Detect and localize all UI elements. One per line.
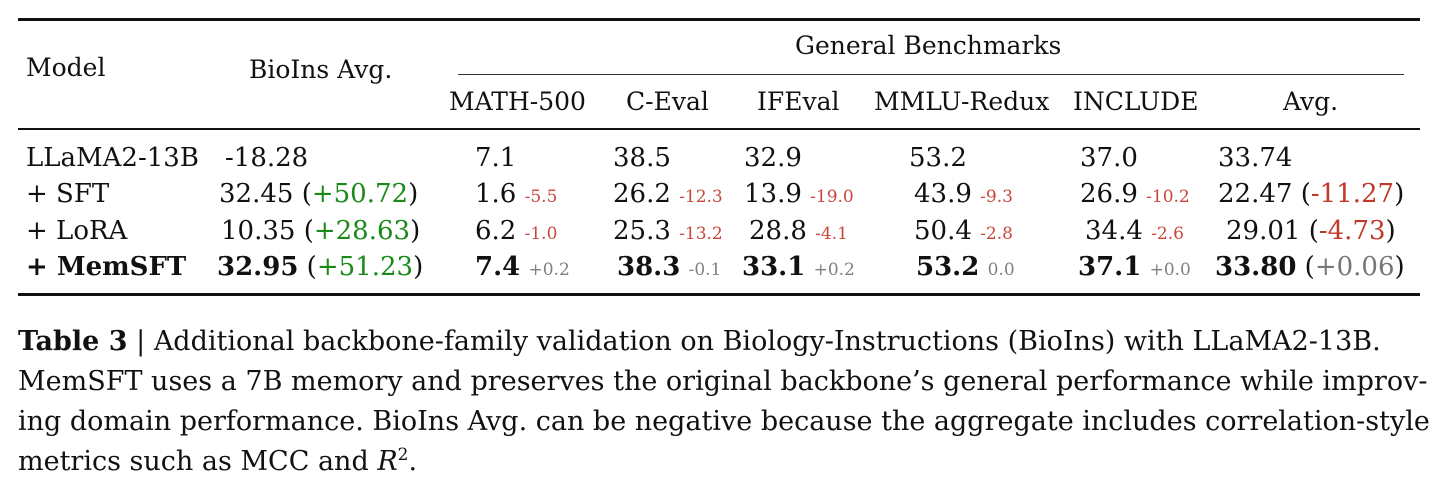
- row-avg: 22.47 (-11.27): [1218, 179, 1405, 209]
- header-model: Model: [26, 53, 106, 82]
- row-cell: 33.1 +0.2: [742, 252, 855, 282]
- row-cell: 26.9 -10.2: [1080, 179, 1190, 209]
- row-cell: 1.6 -5.5: [475, 179, 558, 209]
- header-general-benchmarks: General Benchmarks: [795, 31, 1062, 60]
- general-benchmarks-underline: [458, 74, 1404, 75]
- row-cell: 38.5: [613, 143, 671, 173]
- row-avg: 29.01 (-4.73): [1226, 216, 1396, 246]
- row-bioins: 32.95 (+51.23): [217, 252, 424, 282]
- caption-line-3: ing domain performance. BioIns Avg. can …: [18, 406, 1430, 437]
- caption-line-4: metrics such as MCC and R2.: [18, 445, 418, 477]
- table-caption: Table 3 | Additional backbone-family val…: [18, 322, 1432, 482]
- row-cell: 28.8 -4.1: [749, 216, 848, 246]
- row-model: + MemSFT: [26, 252, 187, 282]
- row-cell: 43.9 -9.3: [914, 179, 1013, 209]
- row-cell: 32.9: [744, 143, 802, 173]
- row-cell: 7.1: [475, 143, 517, 173]
- row-cell: 13.9 -19.0: [744, 179, 854, 209]
- caption-line-2: MemSFT uses a 7B memory and preserves th…: [18, 366, 1428, 397]
- header-ceval: C-Eval: [626, 87, 709, 116]
- row-model: + LoRA: [26, 216, 128, 246]
- top-rule: [18, 18, 1420, 21]
- caption-line-1: Table 3 | Additional backbone-family val…: [18, 322, 1432, 362]
- header-bioins-avg: BioIns Avg.: [249, 55, 393, 84]
- header-math500: MATH-500: [449, 87, 586, 116]
- row-cell: 37.0: [1080, 143, 1138, 173]
- row-cell: 6.2 -1.0: [475, 216, 558, 246]
- row-cell: 34.4 -2.6: [1085, 216, 1184, 246]
- row-cell: 53.2 0.0: [916, 252, 1015, 282]
- row-cell: 7.4 +0.2: [475, 252, 570, 282]
- row-bioins: 32.45 (+50.72): [219, 179, 419, 209]
- r-squared-var: R: [377, 446, 398, 477]
- row-cell: 26.2 -12.3: [613, 179, 723, 209]
- row-avg: 33.80 (+0.06): [1215, 252, 1405, 282]
- row-model: + SFT: [26, 179, 110, 209]
- mid-rule: [18, 128, 1420, 130]
- caption-label: Table 3: [18, 326, 128, 357]
- header-mmlu-redux: MMLU-Redux: [874, 87, 1050, 116]
- row-cell: 25.3 -13.2: [613, 216, 723, 246]
- row-model: LLaMA2-13B: [26, 143, 199, 173]
- header-ifeval: IFEval: [757, 87, 840, 116]
- caption-separator: |: [136, 326, 146, 357]
- row-bioins: 10.35 (+28.63): [221, 216, 421, 246]
- bottom-rule: [18, 293, 1420, 296]
- row-avg: 33.74: [1218, 143, 1293, 173]
- header-include: INCLUDE: [1073, 87, 1199, 116]
- row-cell: 50.4 -2.8: [914, 216, 1013, 246]
- row-cell: 37.1 +0.0: [1078, 252, 1191, 282]
- caption-text-1: Additional backbone-family validation on…: [153, 326, 1381, 357]
- row-cell: 38.3 -0.1: [617, 252, 722, 282]
- header-avg: Avg.: [1283, 87, 1339, 116]
- row-cell: 53.2: [909, 143, 967, 173]
- row-bioins: -18.28: [225, 143, 309, 173]
